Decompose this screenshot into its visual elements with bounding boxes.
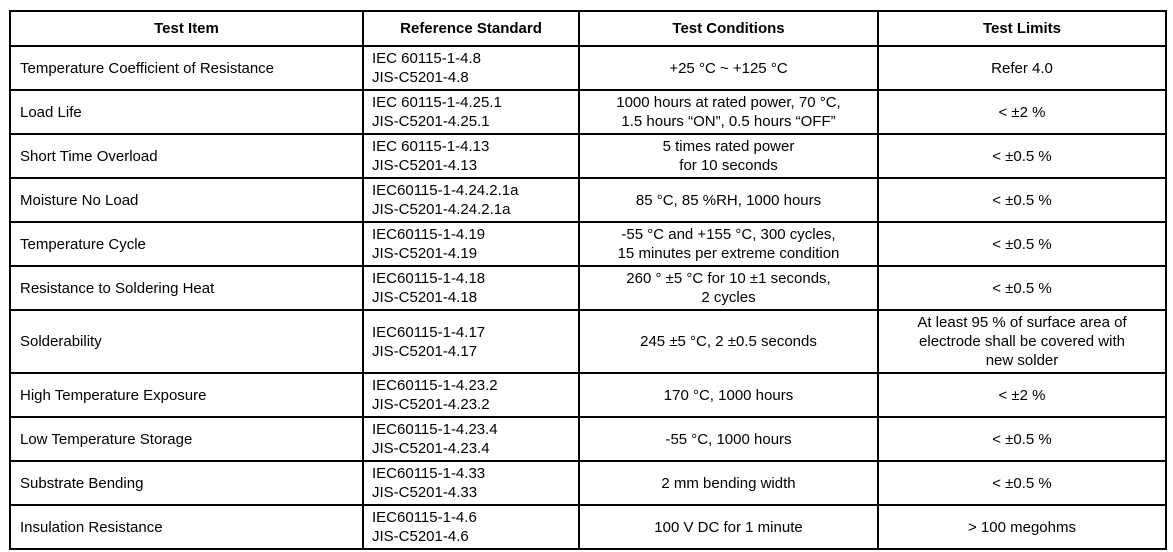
cell-test-conditions: 100 V DC for 1 minute	[578, 504, 879, 550]
cell-test-limits: < ±2 %	[877, 372, 1167, 418]
cell-test-conditions: 260 ° ±5 °C for 10 ±1 seconds, 2 cycles	[578, 265, 879, 311]
column-header-test-conditions: Test Conditions	[578, 10, 879, 47]
table-row: Solderability IEC60115-1-4.17 JIS-C5201-…	[9, 309, 1167, 374]
column-header-test-item: Test Item	[9, 10, 364, 47]
cell-test-item: Load Life	[9, 89, 364, 135]
cell-test-item: Temperature Coefficient of Resistance	[9, 45, 364, 91]
table-row: Substrate Bending IEC60115-1-4.33 JIS-C5…	[9, 460, 1167, 506]
cell-reference-standard: IEC60115-1-4.19 JIS-C5201-4.19	[362, 221, 580, 267]
cell-reference-standard: IEC60115-1-4.23.2 JIS-C5201-4.23.2	[362, 372, 580, 418]
cell-test-item: Substrate Bending	[9, 460, 364, 506]
cell-test-conditions: -55 °C, 1000 hours	[578, 416, 879, 462]
cell-test-limits: At least 95 % of surface area of electro…	[877, 309, 1167, 374]
cell-test-item: Moisture No Load	[9, 177, 364, 223]
cell-test-item: Short Time Overload	[9, 133, 364, 179]
cell-reference-standard: IEC 60115-1-4.8 JIS-C5201-4.8	[362, 45, 580, 91]
cell-test-item: Resistance to Soldering Heat	[9, 265, 364, 311]
cell-test-limits: < ±0.5 %	[877, 265, 1167, 311]
table-row: Temperature Cycle IEC60115-1-4.19 JIS-C5…	[9, 221, 1167, 267]
cell-test-conditions: 5 times rated power for 10 seconds	[578, 133, 879, 179]
cell-test-limits: < ±0.5 %	[877, 133, 1167, 179]
cell-test-item: High Temperature Exposure	[9, 372, 364, 418]
table-row: Resistance to Soldering Heat IEC60115-1-…	[9, 265, 1167, 311]
cell-reference-standard: IEC60115-1-4.17 JIS-C5201-4.17	[362, 309, 580, 374]
cell-test-conditions: 245 ±5 °C, 2 ±0.5 seconds	[578, 309, 879, 374]
table-row: Insulation Resistance IEC60115-1-4.6 JIS…	[9, 504, 1167, 550]
cell-reference-standard: IEC60115-1-4.33 JIS-C5201-4.33	[362, 460, 580, 506]
cell-test-conditions: -55 °C and +155 °C, 300 cycles, 15 minut…	[578, 221, 879, 267]
table-row: Temperature Coefficient of Resistance IE…	[9, 45, 1167, 91]
cell-test-limits: < ±0.5 %	[877, 221, 1167, 267]
cell-test-item: Low Temperature Storage	[9, 416, 364, 462]
cell-test-item: Solderability	[9, 309, 364, 374]
cell-test-limits: < ±0.5 %	[877, 460, 1167, 506]
column-header-test-limits: Test Limits	[877, 10, 1167, 47]
cell-reference-standard: IEC60115-1-4.24.2.1a JIS-C5201-4.24.2.1a	[362, 177, 580, 223]
cell-reference-standard: IEC60115-1-4.6 JIS-C5201-4.6	[362, 504, 580, 550]
column-header-reference-standard: Reference Standard	[362, 10, 580, 47]
table-row: Short Time Overload IEC 60115-1-4.13 JIS…	[9, 133, 1167, 179]
cell-test-limits: < ±0.5 %	[877, 177, 1167, 223]
cell-reference-standard: IEC60115-1-4.18 JIS-C5201-4.18	[362, 265, 580, 311]
table-header-row: Test Item Reference Standard Test Condit…	[9, 10, 1167, 47]
table-row: Low Temperature Storage IEC60115-1-4.23.…	[9, 416, 1167, 462]
test-specification-table: Test Item Reference Standard Test Condit…	[9, 10, 1167, 550]
cell-test-item: Insulation Resistance	[9, 504, 364, 550]
cell-test-limits: > 100 megohms	[877, 504, 1167, 550]
cell-test-limits: Refer 4.0	[877, 45, 1167, 91]
cell-test-conditions: +25 °C ~ +125 °C	[578, 45, 879, 91]
cell-test-conditions: 85 °C, 85 %RH, 1000 hours	[578, 177, 879, 223]
table-row: High Temperature Exposure IEC60115-1-4.2…	[9, 372, 1167, 418]
cell-test-limits: < ±2 %	[877, 89, 1167, 135]
cell-test-item: Temperature Cycle	[9, 221, 364, 267]
cell-test-limits: < ±0.5 %	[877, 416, 1167, 462]
table-row: Moisture No Load IEC60115-1-4.24.2.1a JI…	[9, 177, 1167, 223]
cell-test-conditions: 1000 hours at rated power, 70 °C, 1.5 ho…	[578, 89, 879, 135]
cell-reference-standard: IEC60115-1-4.23.4 JIS-C5201-4.23.4	[362, 416, 580, 462]
cell-reference-standard: IEC 60115-1-4.13 JIS-C5201-4.13	[362, 133, 580, 179]
cell-test-conditions: 2 mm bending width	[578, 460, 879, 506]
table-row: Load Life IEC 60115-1-4.25.1 JIS-C5201-4…	[9, 89, 1167, 135]
cell-test-conditions: 170 °C, 1000 hours	[578, 372, 879, 418]
cell-reference-standard: IEC 60115-1-4.25.1 JIS-C5201-4.25.1	[362, 89, 580, 135]
